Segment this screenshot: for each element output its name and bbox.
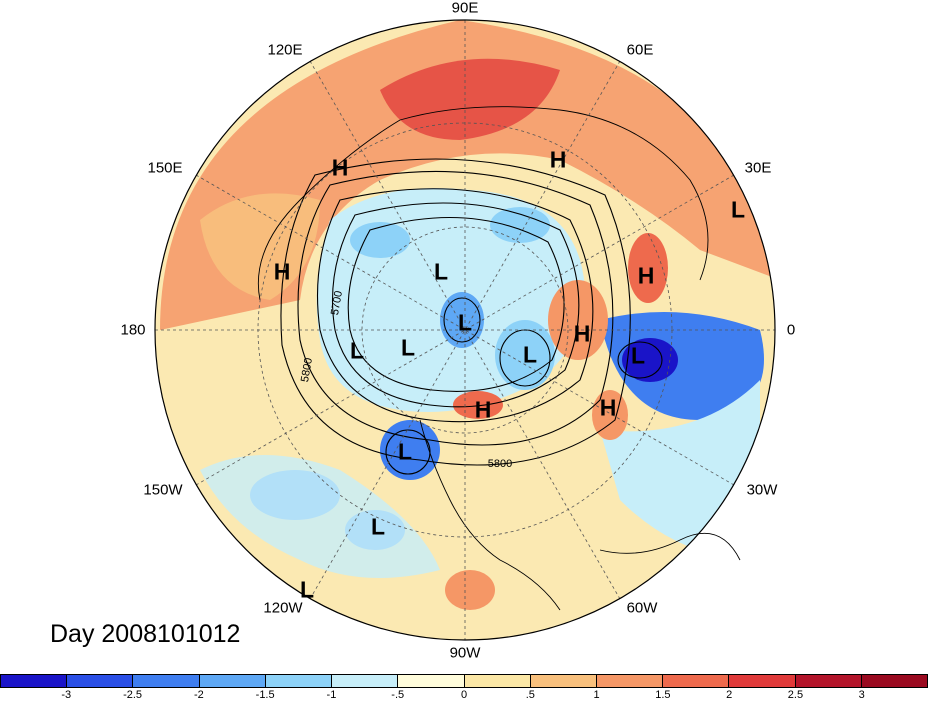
- colorbar-tick-label: -1: [326, 689, 337, 701]
- colorbar-segment: [397, 674, 464, 688]
- colorbar-segment: [463, 674, 530, 688]
- lon-label-30e: 30E: [744, 159, 772, 177]
- high-marker: H: [599, 394, 617, 421]
- cold-core-2: [495, 320, 555, 390]
- colorbar-tick-label: -.5: [391, 689, 405, 701]
- lon-label-150w: 150W: [143, 481, 183, 499]
- warm-anomaly-atlantic: [628, 233, 668, 303]
- cold-core-atlantic: [622, 338, 678, 382]
- colorbar-tick-label: -1.5: [255, 689, 275, 701]
- high-marker: H: [637, 262, 655, 289]
- colorbar-segment: [66, 674, 133, 688]
- cold-core-3: [350, 222, 410, 258]
- colorbar-tick-label: 3: [858, 689, 865, 701]
- colorbar-segment: [0, 674, 67, 688]
- cold-anomaly-na: [380, 420, 440, 480]
- colorbar-tick-label: .5: [525, 689, 535, 701]
- coastlines: [257, 106, 741, 611]
- low-marker: L: [299, 576, 315, 603]
- lon-label-150e: 150E: [147, 159, 183, 177]
- low-marker: L: [433, 258, 449, 285]
- low-marker: L: [630, 342, 646, 369]
- low-marker: L: [522, 341, 538, 368]
- lon-label-90e: 90E: [451, 0, 479, 17]
- high-marker: H: [273, 258, 291, 285]
- graticule: [155, 20, 775, 640]
- date-title: Day 2008101012: [50, 620, 241, 648]
- low-marker: L: [349, 337, 365, 364]
- warm-anomaly-eurasia: [160, 20, 775, 330]
- colorbar-tick-label: -2: [193, 689, 204, 701]
- lon-label-120e: 120E: [267, 41, 303, 59]
- lon-label-60e: 60E: [626, 41, 654, 59]
- colorbar-segment: [264, 674, 332, 688]
- cold-anomaly-pacific-belt: [200, 455, 440, 578]
- colorbar-segment: [728, 674, 795, 688]
- warm-anomaly-siberia: [380, 58, 560, 140]
- colorbar-tick-label: -3: [61, 689, 72, 701]
- colorbar-segment: [529, 674, 596, 688]
- colorbar-segment: [331, 674, 398, 688]
- high-marker: H: [474, 396, 492, 423]
- colorbar-segment: [662, 674, 729, 688]
- colorbar-segment: [595, 674, 663, 688]
- lon-label-120w: 120W: [263, 599, 303, 617]
- high-marker: H: [331, 154, 349, 181]
- high-marker: H: [573, 320, 591, 347]
- low-marker: L: [730, 196, 746, 223]
- map-boundary: [154, 19, 776, 641]
- lon-label-0: 0: [786, 321, 796, 339]
- colorbar-tick-label: -2.5: [123, 689, 143, 701]
- low-marker: L: [370, 513, 386, 540]
- warm-anomaly-hudson: [453, 391, 503, 419]
- contour-label: 5800: [487, 458, 513, 470]
- colorbar: [0, 674, 928, 690]
- warm-anomaly-pacific: [200, 193, 320, 300]
- colorbar-tick-label: 2: [726, 689, 733, 701]
- low-marker: L: [397, 438, 413, 465]
- colorbar-tick-label: 1.5: [655, 689, 671, 701]
- lon-label-60w: 60W: [626, 599, 658, 617]
- cold-anomaly-atlantic: [600, 312, 764, 420]
- height-contours: [280, 158, 663, 475]
- low-marker: L: [457, 309, 473, 336]
- colorbar-segment: [198, 674, 265, 688]
- polar-stereographic-map: [154, 19, 776, 641]
- colorbar-segment: [860, 674, 928, 688]
- colorbar-segment: [794, 674, 861, 688]
- warm-anomaly-caribbean: [445, 570, 495, 610]
- colorbar-tick-label: 1: [593, 689, 600, 701]
- high-marker: H: [549, 146, 567, 173]
- low-marker: L: [400, 334, 416, 361]
- colorbar-tick-label: 0: [460, 689, 468, 701]
- lon-label-30w: 30W: [746, 481, 778, 499]
- cold-core-4: [490, 207, 550, 243]
- colorbar-segment: [132, 674, 199, 688]
- colorbar-tick-label: 2.5: [787, 689, 804, 701]
- lon-label-180: 180: [120, 321, 146, 339]
- warm-anomaly-east-atl: [592, 390, 628, 440]
- lon-label-90w: 90W: [449, 644, 481, 662]
